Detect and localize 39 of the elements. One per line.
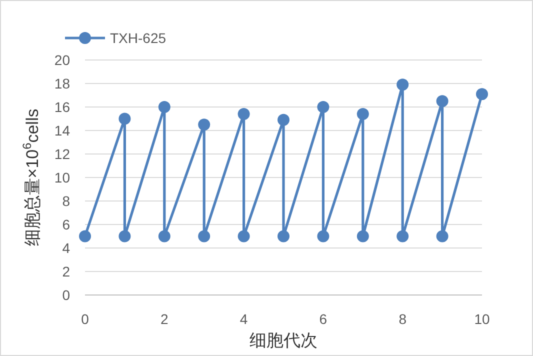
x-tick-label: 10 [474,311,490,327]
y-tick-label: 16 [54,99,70,115]
point [476,88,488,100]
y-tick-label: 0 [62,287,70,303]
point [317,101,330,113]
y-tick-label: 2 [62,264,70,280]
y-tick-label: 14 [54,122,70,138]
y-tick-label: 6 [62,216,70,232]
x-tick-label: 8 [398,311,407,327]
point [198,230,210,242]
point [198,118,210,131]
point [436,230,448,242]
point [238,108,250,120]
x-tick-label: 6 [319,311,328,327]
y-tick-label: 18 [54,76,70,92]
y-tick-label: 12 [54,146,70,162]
point [278,114,290,126]
y-tick-label: 10 [54,170,70,186]
point [356,230,369,242]
y-tick-label: 20 [54,52,70,68]
point [158,230,170,242]
point [118,112,131,125]
x-axis-title: 细胞代次 [250,331,318,350]
x-tick-label: 2 [160,311,168,327]
y-tick-label: 8 [62,193,70,209]
point [79,230,91,242]
point [238,230,250,242]
point [436,95,448,108]
point [396,78,409,91]
point [118,230,131,242]
legend-label: TXH-625 [110,30,166,46]
y-tick-label: 4 [62,240,70,256]
x-tick-label: 4 [240,311,248,327]
point [396,230,409,242]
x-tick-label: 0 [81,311,90,327]
point [317,230,330,242]
point [356,108,369,120]
point [278,230,290,242]
point [158,101,170,113]
